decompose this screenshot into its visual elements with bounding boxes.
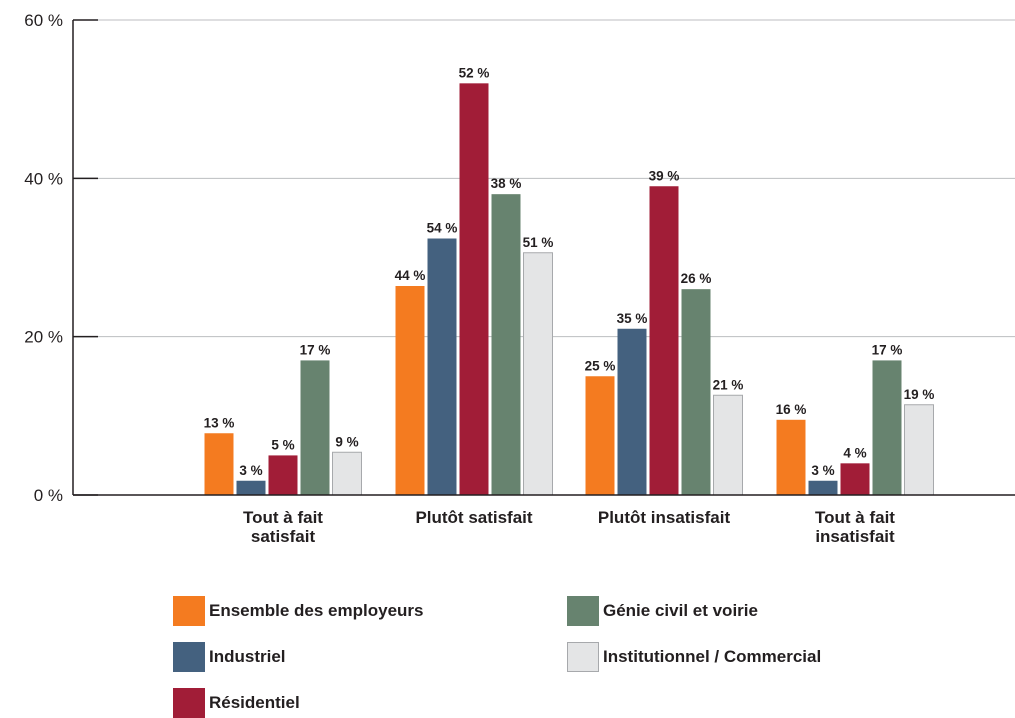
legend-item-institutionnel: Institutionnel / Commercial	[567, 642, 821, 672]
data-label: 21 %	[713, 377, 744, 392]
data-label: 9 %	[335, 434, 358, 449]
data-label: 16 %	[776, 402, 807, 417]
data-label: 51 %	[523, 235, 554, 250]
category-label: Plutôt insatisfait	[598, 508, 731, 527]
bar	[523, 252, 553, 496]
category-label: Tout à fait	[243, 508, 323, 527]
bar	[840, 463, 870, 495]
legend-swatch-industriel	[173, 642, 205, 672]
bar	[268, 455, 298, 495]
data-label: 54 %	[427, 221, 458, 236]
data-label: 26 %	[681, 271, 712, 286]
bar	[872, 360, 902, 495]
data-label: 39 %	[649, 168, 680, 183]
bar	[681, 289, 711, 495]
bar	[808, 480, 838, 495]
y-tick-label: 20 %	[24, 328, 63, 347]
data-label: 13 %	[204, 415, 235, 430]
data-label: 17 %	[872, 342, 903, 357]
bar	[395, 286, 425, 495]
bar	[427, 238, 457, 495]
data-label: 3 %	[239, 463, 262, 478]
bar	[459, 83, 489, 495]
data-label: 17 %	[300, 342, 331, 357]
bar	[585, 376, 615, 495]
y-tick-label: 60 %	[24, 11, 63, 30]
data-label: 4 %	[843, 445, 866, 460]
legend-swatch-genie-civil	[567, 596, 599, 626]
legend-label-institutionnel: Institutionnel / Commercial	[603, 647, 822, 666]
bar	[491, 194, 521, 495]
legend-item-ensemble: Ensemble des employeurs	[173, 596, 423, 626]
y-tick-label: 40 %	[24, 169, 63, 188]
data-label: 35 %	[617, 311, 648, 326]
bar-chart: 0 % 20 % 40 % 60 % 13 % 44 % 25 % 16 % 3 % 54 % 35…	[24, 11, 1015, 546]
category-label: Plutôt satisfait	[415, 508, 532, 527]
bar	[617, 328, 647, 495]
category-label: insatisfait	[815, 527, 895, 546]
category-label: Tout à fait	[815, 508, 895, 527]
legend-item-residentiel: Résidentiel	[173, 688, 300, 718]
bar	[649, 186, 679, 495]
legend-swatch-institutionnel	[567, 642, 599, 672]
legend-swatch-ensemble	[173, 596, 205, 626]
data-label: 52 %	[459, 65, 490, 80]
legend-label-ensemble: Ensemble des employeurs	[209, 601, 424, 620]
data-label: 3 %	[811, 463, 834, 478]
data-label: 19 %	[904, 387, 935, 402]
data-label: 5 %	[271, 437, 294, 452]
bar	[236, 480, 266, 495]
legend-swatch-residentiel	[173, 688, 205, 718]
data-label: 25 %	[585, 358, 616, 373]
y-tick-label: 0 %	[34, 486, 63, 505]
legend-label-industriel: Industriel	[209, 647, 286, 666]
bar	[776, 419, 806, 495]
bar	[300, 360, 330, 495]
bar	[713, 394, 743, 496]
data-label: 44 %	[395, 268, 426, 283]
category-label: satisfait	[251, 527, 316, 546]
legend-label-residentiel: Résidentiel	[209, 693, 300, 712]
bar	[904, 404, 934, 496]
legend-item-genie-civil: Génie civil et voirie	[567, 596, 758, 626]
legend-item-industriel: Industriel	[173, 642, 286, 672]
bar	[204, 433, 234, 495]
data-label: 38 %	[491, 176, 522, 191]
legend-label-genie-civil: Génie civil et voirie	[603, 601, 758, 620]
bar	[332, 451, 362, 496]
